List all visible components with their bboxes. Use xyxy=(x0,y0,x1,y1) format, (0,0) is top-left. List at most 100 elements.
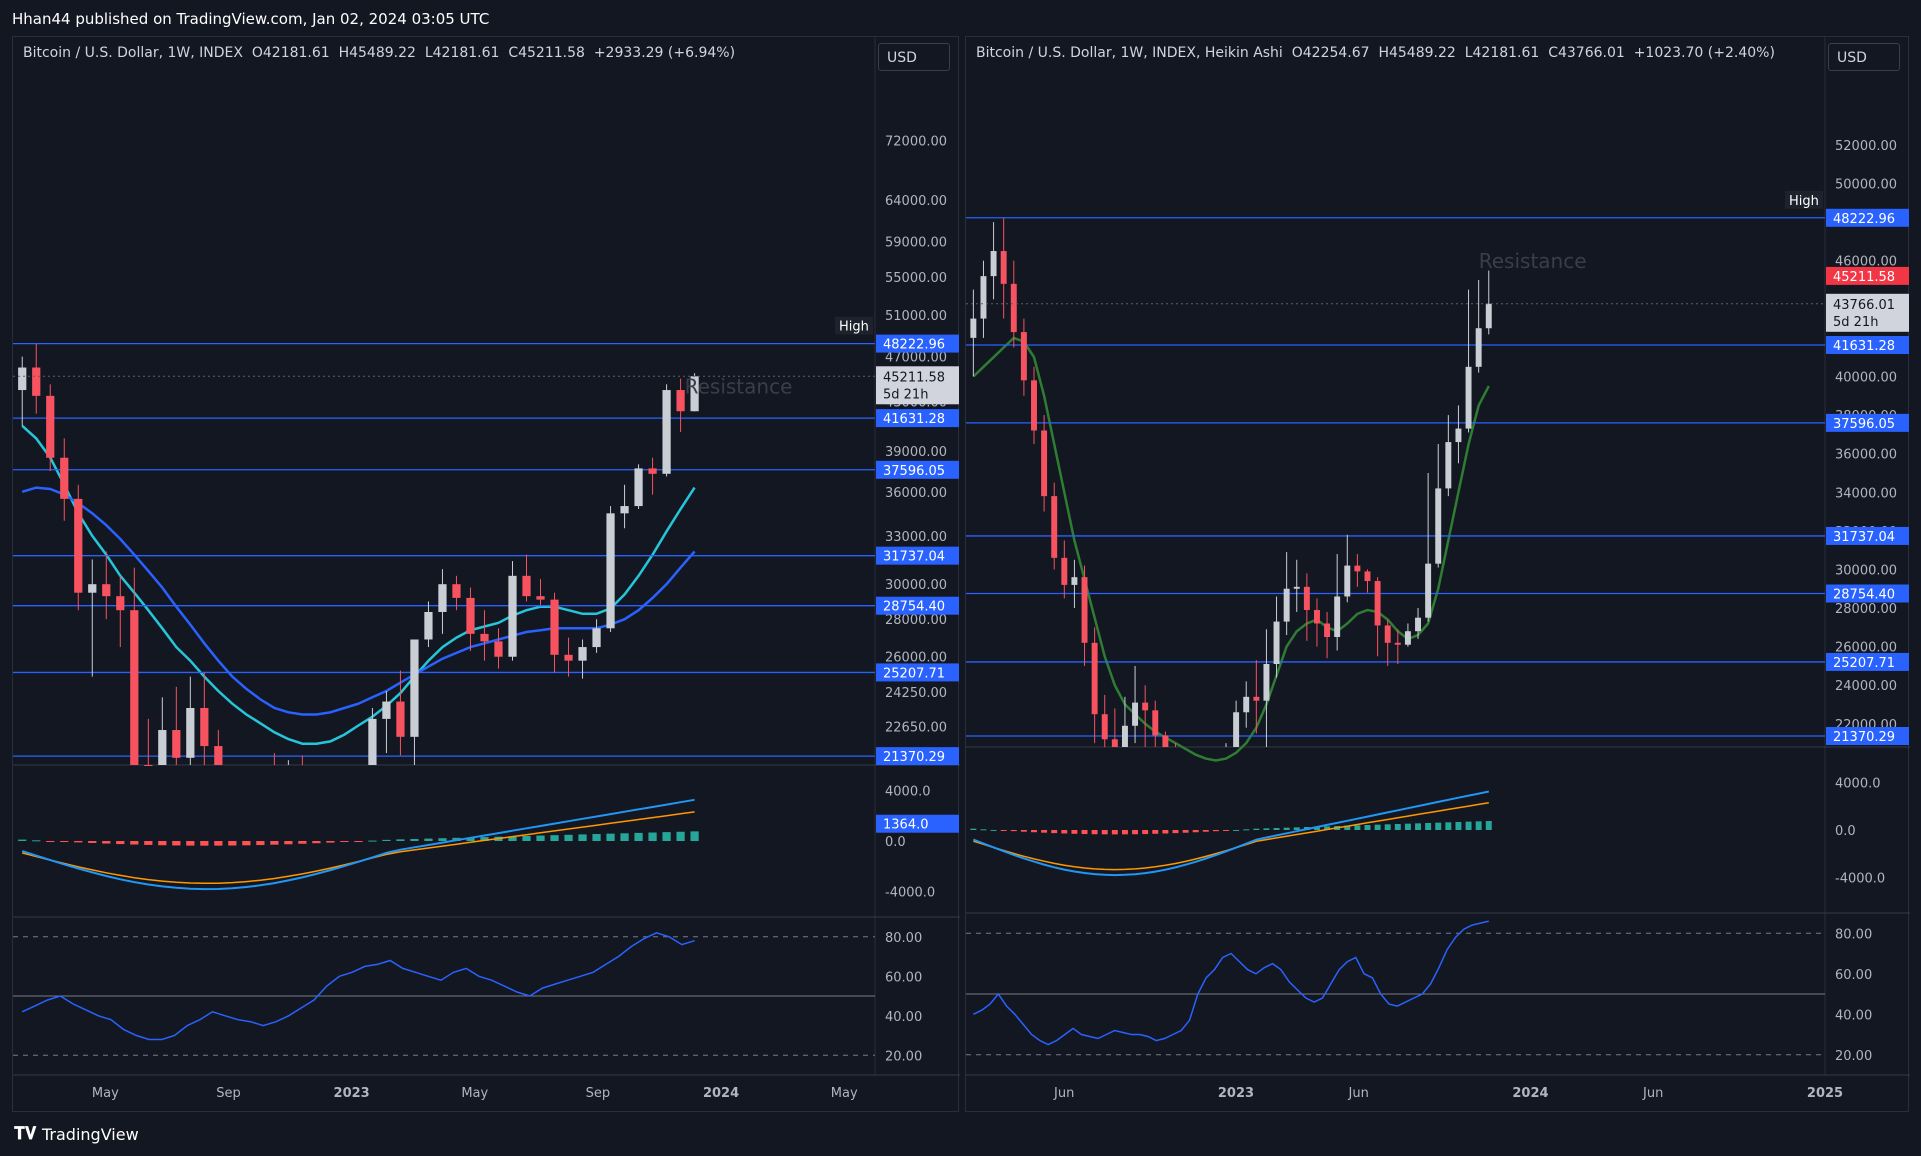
candle-body xyxy=(452,584,461,598)
right-open: O42254.67 xyxy=(1291,45,1370,61)
candle-body xyxy=(1445,442,1452,489)
published-info: Hhan44 published on TradingView.com, Jan… xyxy=(12,10,490,28)
level-price-label: 31737.04 xyxy=(883,550,945,565)
left-chart-svg[interactable]: 72000.00 64000.00 59000.00 55000.00 51000.00… xyxy=(13,37,960,1113)
candle-body xyxy=(368,718,377,765)
candle-body xyxy=(1020,332,1027,381)
rsi-tick-label: 60.00 xyxy=(885,970,922,985)
macd-histogram-bar xyxy=(242,841,251,846)
y-tick-label: 22650.00 xyxy=(885,721,947,736)
macd-histogram-bar xyxy=(186,841,195,846)
left-high: H45489.22 xyxy=(338,45,416,61)
macd-histogram-bar xyxy=(1293,827,1300,830)
candle-body xyxy=(1071,577,1078,585)
candle-body xyxy=(1475,328,1482,367)
candle-body xyxy=(620,506,629,514)
right-chart-svg[interactable]: 52000.0050000.0046000.0044000.0040000.00… xyxy=(966,37,1910,1113)
candle-body xyxy=(1465,366,1472,429)
high-label-bg xyxy=(835,316,873,335)
macd-tick-label: 0.0 xyxy=(885,835,906,850)
x-tick-label: 2023 xyxy=(334,1086,370,1101)
macd-histogram-bar xyxy=(522,835,531,841)
level-price-label-bg xyxy=(876,409,959,428)
y-tick-label: 28000.00 xyxy=(1835,602,1897,617)
candle-body xyxy=(1091,642,1098,715)
macd-histogram-bar xyxy=(466,837,475,841)
candle-body xyxy=(1000,251,1007,284)
macd-histogram-bar xyxy=(1404,823,1411,830)
macd-histogram-bar xyxy=(1364,825,1371,830)
y-tick-label: 40000.00 xyxy=(1835,370,1897,385)
tradingview-logo-icon[interactable]: 𝐓𝐕 xyxy=(14,1124,37,1144)
macd-histogram-bar xyxy=(1223,830,1229,831)
macd-histogram-bar xyxy=(508,836,517,841)
candle-body xyxy=(1293,586,1300,589)
y-tick-label: 26000.00 xyxy=(885,651,947,666)
macd-histogram-bar xyxy=(1121,830,1128,835)
y-tick-label: 28000.00 xyxy=(885,613,947,628)
candle-body xyxy=(60,457,69,499)
top-bar: Hhan44 published on TradingView.com, Jan… xyxy=(0,0,1921,36)
y-tick-label: 55000.00 xyxy=(885,271,947,286)
x-tick-label: Jun xyxy=(1053,1086,1074,1101)
x-tick-label: Sep xyxy=(216,1086,241,1101)
rsi-tick-label: 20.00 xyxy=(885,1049,922,1064)
level-price-label: 25207.71 xyxy=(883,666,945,681)
candle-body xyxy=(1061,557,1068,585)
macd-tick-label: -4000.0 xyxy=(885,886,935,901)
macd-histogram-bar xyxy=(1061,830,1068,834)
macd-histogram-bar xyxy=(634,832,643,841)
macd-histogram-bar xyxy=(354,841,363,842)
level-price-label-bg xyxy=(1826,335,1909,354)
macd-histogram-bar xyxy=(1344,825,1351,830)
macd-histogram-bar xyxy=(1273,828,1280,830)
level-price-label: 21370.29 xyxy=(1833,730,1895,745)
level-price-label-bg xyxy=(1826,413,1909,432)
rsi-tick-label: 20.00 xyxy=(1835,1049,1872,1064)
macd-histogram-bar xyxy=(382,839,391,841)
high-label: High xyxy=(839,320,869,335)
macd-histogram-bar xyxy=(102,841,111,844)
macd-histogram-bar xyxy=(1324,826,1331,830)
y-tick-label: 36000.00 xyxy=(885,486,947,501)
right-chart-panel[interactable]: 52000.0050000.0046000.0044000.0040000.00… xyxy=(965,36,1910,1113)
y-tick-label: 64000.00 xyxy=(885,194,947,209)
level-price-label: 28754.40 xyxy=(883,600,945,615)
footer-brand[interactable]: TradingView xyxy=(42,1125,139,1144)
resistance-annotation: Resistance xyxy=(685,375,793,399)
macd-histogram-bar xyxy=(1425,822,1432,830)
y-tick-label: 30000.00 xyxy=(1835,563,1897,578)
candle-body xyxy=(1121,725,1128,747)
macd-histogram-bar xyxy=(396,839,405,841)
rsi-tick-label: 80.00 xyxy=(1835,927,1872,942)
macd-line xyxy=(21,798,695,891)
macd-histogram-bar xyxy=(1475,821,1482,830)
level-price-label: 28754.40 xyxy=(1833,587,1895,602)
left-currency-selector[interactable]: USD xyxy=(878,43,950,71)
candle-body xyxy=(1303,586,1310,610)
x-tick-label: 2023 xyxy=(1218,1086,1254,1101)
macd-histogram-bar xyxy=(1374,824,1381,830)
candle-body xyxy=(1142,702,1149,711)
macd-histogram-bar xyxy=(620,833,629,841)
macd-histogram-bar xyxy=(340,841,349,842)
macd-histogram-bar xyxy=(312,841,321,844)
right-change: +1023.70 (+2.40%) xyxy=(1633,45,1775,61)
prev-close-label: 45211.58 xyxy=(1833,270,1895,285)
level-price-label: 37596.05 xyxy=(1833,417,1895,432)
macd-histogram-bar xyxy=(648,832,657,841)
level-price-label-bg xyxy=(876,747,959,766)
footer: 𝐓𝐕 TradingView xyxy=(0,1112,1921,1156)
candle-body xyxy=(648,468,657,474)
candle-body xyxy=(1243,696,1250,713)
macd-histogram-bar xyxy=(1313,826,1320,830)
candle-body xyxy=(1435,488,1442,564)
level-price-label-bg xyxy=(1826,208,1909,227)
left-ohlc-legend: Bitcoin / U.S. Dollar, 1W, INDEX O42181.… xyxy=(23,45,735,61)
right-currency-selector[interactable]: USD xyxy=(1828,43,1900,71)
candle-body xyxy=(424,611,433,640)
last-price-label: 43766.01 xyxy=(1833,298,1895,313)
macd-histogram-bar xyxy=(74,841,83,843)
left-chart-panel[interactable]: 72000.00 64000.00 59000.00 55000.00 51000.00… xyxy=(12,36,960,1113)
y-tick-label: 46000.00 xyxy=(1835,255,1897,270)
